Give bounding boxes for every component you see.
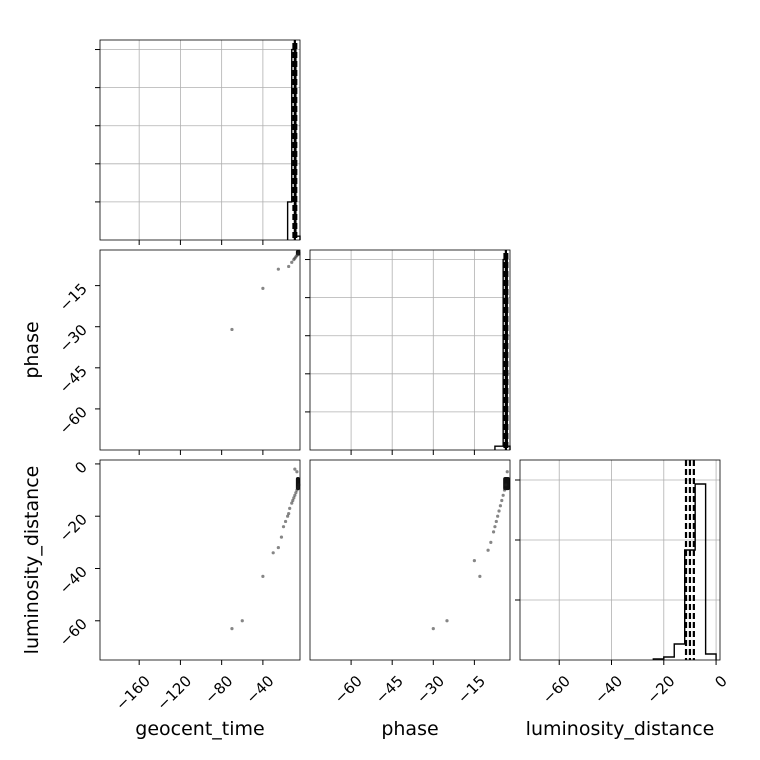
scatter-point — [293, 493, 297, 497]
scatter-point — [281, 525, 286, 529]
x-axis-label-geocent_time: geocent_time — [135, 718, 264, 740]
scatter-point — [497, 509, 501, 513]
scatter-point — [291, 498, 295, 503]
scatter-point — [230, 627, 234, 631]
y-axis-label-phase: phase — [21, 321, 43, 378]
scatter-point — [276, 267, 280, 271]
y-tick-label: −60 — [56, 615, 91, 650]
scatter-point — [261, 286, 265, 290]
y-tick-label: 0 — [71, 458, 90, 477]
scatter-point — [294, 491, 298, 495]
x-tick-label: 0 — [711, 672, 730, 691]
scatter-point — [494, 519, 498, 524]
y-tick-label: −40 — [56, 563, 91, 598]
x-tick-label: −20 — [643, 672, 678, 707]
y-tick-label: −20 — [56, 510, 91, 545]
x-axis-label-phase: phase — [381, 718, 438, 740]
panel-frame — [99, 249, 301, 451]
scatter-point — [279, 535, 284, 539]
scatter-point — [500, 498, 504, 503]
x-tick-label: −15 — [454, 672, 489, 707]
x-tick-label: −120 — [153, 672, 195, 714]
y-tick-label: −30 — [56, 321, 91, 356]
scatter-point — [230, 327, 234, 332]
panel-frame — [309, 249, 511, 451]
scatter-point — [504, 483, 508, 487]
scatter-point — [489, 540, 493, 544]
scatter-point — [290, 260, 294, 264]
scatter-point — [276, 545, 280, 550]
scatter-point — [287, 264, 291, 269]
x-tick-label: −40 — [243, 672, 278, 707]
scatter-panel-phase_vs_geocent_time — [95, 249, 301, 455]
scatter-point — [501, 493, 505, 497]
scatter-point — [290, 501, 294, 505]
scatter-point — [287, 511, 291, 516]
scatter-panel-luminosity_distance_vs_geocent_time — [95, 459, 301, 665]
x-tick-label: −60 — [539, 672, 574, 707]
scatter-point — [261, 574, 265, 578]
x-tick-label: −40 — [591, 672, 626, 707]
scatter-point — [445, 619, 449, 623]
x-tick-label: −80 — [201, 672, 236, 707]
x-tick-label: −30 — [413, 672, 448, 707]
y-tick-label: −60 — [56, 403, 91, 438]
scatter-panel-luminosity_distance_vs_phase — [309, 459, 511, 665]
scatter-point — [283, 519, 288, 524]
panel-frame — [99, 39, 301, 241]
y-tick-label: −45 — [56, 362, 91, 397]
scatter-point — [486, 548, 490, 552]
scatter-point — [505, 470, 509, 474]
hist-panel-phase — [305, 249, 511, 455]
scatter-point — [240, 619, 244, 623]
scatter-point — [496, 514, 500, 518]
scatter-point — [493, 525, 497, 529]
scatter-point — [472, 559, 476, 563]
scatter-point — [431, 627, 435, 631]
scatter-point — [491, 530, 496, 534]
scatter-point — [286, 514, 290, 518]
x-tick-label: −60 — [331, 672, 366, 707]
scatter-point — [295, 470, 299, 474]
hist-panel-geocent_time — [95, 39, 301, 245]
y-tick-label: −15 — [56, 280, 91, 315]
scatter-point — [478, 574, 482, 578]
panel-frame — [99, 459, 301, 661]
x-tick-label: −160 — [112, 672, 154, 714]
histogram-luminosity_distance — [652, 483, 717, 660]
y-axis-label-luminosity_distance: luminosity_distance — [21, 466, 43, 655]
scatter-point — [288, 506, 292, 510]
scatter-point — [296, 485, 300, 490]
scatter-point — [498, 504, 503, 508]
hist-panel-luminosity_distance — [515, 459, 721, 665]
scatter-point — [295, 488, 299, 492]
scatter-point — [502, 488, 507, 492]
x-tick-label: −45 — [372, 672, 407, 707]
panel-frame — [519, 459, 721, 661]
scatter-point — [292, 496, 296, 500]
panel-frame — [309, 459, 511, 661]
x-axis-label-luminosity_distance: luminosity_distance — [526, 718, 715, 740]
scatter-point — [271, 551, 275, 555]
scatter-point — [293, 467, 297, 471]
